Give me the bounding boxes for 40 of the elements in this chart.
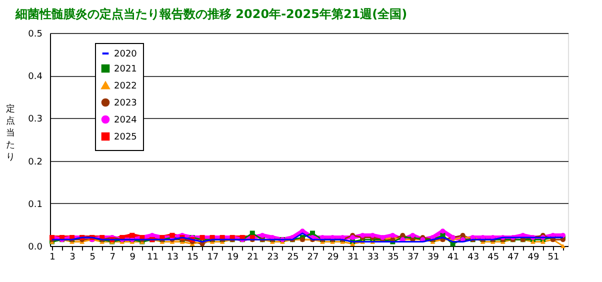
- x-tick-label: 7: [110, 252, 116, 262]
- y-tick-label: 0.0: [28, 242, 43, 252]
- x-tick-label: 21: [247, 252, 259, 262]
- y-tick-label: 0.1: [28, 200, 42, 210]
- x-tick-label: 5: [90, 252, 96, 262]
- x-tick-label: 31: [347, 252, 359, 262]
- x-tick-label: 3: [70, 252, 76, 262]
- x-tick-label: 47: [508, 252, 520, 262]
- x-tick-label: 23: [267, 252, 279, 262]
- x-tick-label: 25: [287, 252, 299, 262]
- x-tick-label: 39: [428, 252, 440, 262]
- x-tick-label: 35: [387, 252, 399, 262]
- legend-label: 2023: [114, 98, 137, 108]
- y-tick-label: 0.4: [28, 72, 43, 82]
- x-tick-label: 11: [146, 252, 158, 262]
- legend-label: 2024: [114, 116, 138, 126]
- legend-label: 2022: [114, 82, 137, 92]
- y-tick-label: 0.5: [28, 30, 42, 40]
- x-tick-label: 1: [50, 252, 56, 262]
- x-tick-label: 17: [207, 252, 219, 262]
- x-tick-label: 13: [167, 252, 178, 262]
- chart-title: 細菌性髄膜炎の定点当たり報告数の推移 2020年-2025年第21週(全国): [14, 7, 408, 21]
- x-tick-label: 41: [448, 252, 460, 262]
- x-tick-label: 45: [488, 252, 500, 262]
- legend-label: 2025: [114, 132, 137, 142]
- x-tick-label: 43: [468, 252, 480, 262]
- legend-label: 2020: [114, 50, 138, 60]
- x-tick-label: 9: [130, 252, 136, 262]
- x-tick-label: 15: [187, 252, 198, 262]
- x-tick-label: 51: [548, 252, 560, 262]
- legend-label: 2021: [114, 64, 137, 74]
- x-tick-label: 37: [407, 252, 419, 262]
- x-tick-label: 19: [227, 252, 239, 262]
- y-tick-label: 0.3: [28, 114, 42, 125]
- x-tick-label: 29: [327, 252, 340, 262]
- x-tick-label: 49: [528, 252, 540, 262]
- x-tick-label: 27: [307, 252, 319, 262]
- x-tick-label: 33: [367, 252, 379, 262]
- y-axis-title: 定点当たり: [6, 104, 15, 162]
- y-tick-label: 0.2: [28, 157, 42, 168]
